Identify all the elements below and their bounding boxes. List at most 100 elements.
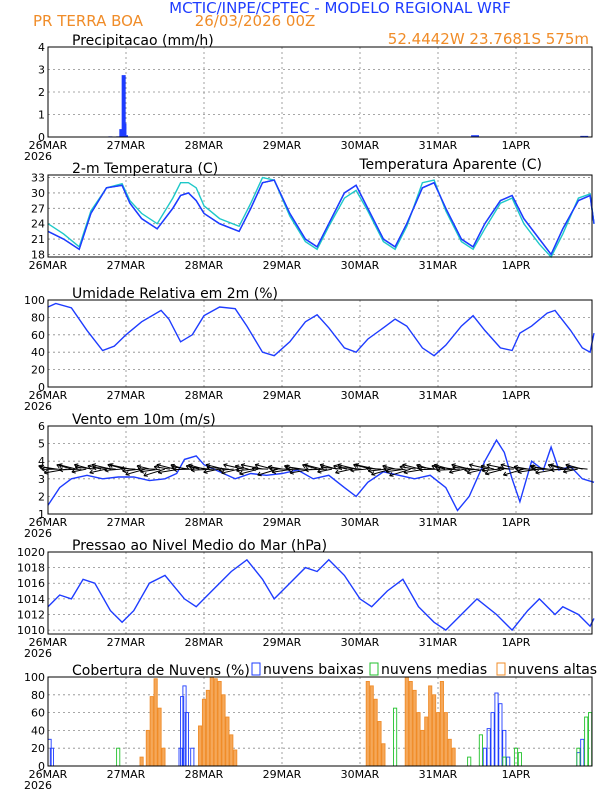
- panel-frame-wind: [47, 425, 593, 515]
- wind-arrow-head: [87, 464, 92, 467]
- wind-arrow-head: [317, 468, 321, 473]
- x-tick-label: 31MAR: [419, 516, 458, 529]
- precip-bar: [475, 135, 479, 137]
- wind-arrow: [75, 466, 97, 470]
- panel-title-wind: Vento em 10m (m/s): [72, 412, 216, 428]
- wind-arrow: [350, 468, 367, 471]
- wind-arrow-head: [365, 466, 370, 469]
- wind-arrow: [218, 468, 234, 471]
- cloud-bar-nuvens-altas: [420, 729, 425, 767]
- wind-arrow-head: [486, 464, 490, 468]
- wind-arrow-head: [218, 469, 223, 473]
- wind-arrow: [566, 466, 588, 470]
- wind-arrow-head: [383, 468, 388, 472]
- wind-arrow-head: [190, 469, 195, 473]
- wind-arrow-head: [333, 465, 337, 470]
- x-tick-label: 26MAR: [29, 768, 68, 781]
- wind-arrow-head: [185, 465, 190, 470]
- wind-arrow-head: [143, 475, 148, 477]
- wind-arrow: [366, 467, 382, 470]
- wind-arrow: [285, 466, 303, 470]
- series-line-pressao: [47, 558, 595, 632]
- wind-arrow-head: [136, 464, 142, 467]
- wind-arrow: [239, 468, 259, 475]
- x-tick-label: 27MAR: [107, 139, 146, 152]
- legend-label-nuvens-medias: nuvens medias: [381, 662, 487, 678]
- x-tick-label: 30MAR: [341, 768, 380, 781]
- x-tick-label: 27MAR: [107, 516, 146, 529]
- wind-arrow-head: [367, 468, 372, 472]
- series-line-temperatura-top: [47, 179, 595, 256]
- cloud-bar-nuvens-altas: [373, 698, 378, 767]
- precip-bar: [124, 135, 128, 137]
- wind-arrow-head: [203, 471, 208, 474]
- y-tick-label: 1018: [17, 562, 45, 575]
- cloud-bar-nuvens-medias: [502, 756, 507, 767]
- panel-frame-cloud: [47, 676, 593, 767]
- wind-arrow-head: [171, 464, 176, 468]
- wind-arrow-head: [41, 468, 46, 472]
- wind-arrow-head: [43, 469, 48, 474]
- wind-arrow-head: [485, 473, 490, 476]
- cloud-bar-nuvens-altas: [157, 707, 162, 767]
- wind-arrow-head: [59, 469, 64, 473]
- wind-arrow-head: [389, 472, 393, 476]
- wind-arrow: [120, 467, 136, 470]
- x-tick-label: 29MAR: [263, 389, 302, 402]
- cloud-bar-nuvens-altas: [139, 756, 144, 767]
- y-tick-label: 100: [24, 294, 45, 307]
- wind-arrow-head: [529, 465, 534, 470]
- x-tick-label: 30MAR: [341, 259, 380, 272]
- wind-arrow-head: [239, 470, 243, 475]
- x-tick-label: 31MAR: [419, 389, 458, 402]
- wind-arrow-head: [120, 466, 125, 469]
- y-tick-label: 20: [31, 742, 45, 755]
- wind-arrow-head: [156, 464, 160, 469]
- cloud-bar-nuvens-altas: [404, 676, 409, 767]
- wind-arrow-head: [235, 464, 240, 467]
- wind-arrow-head: [335, 469, 339, 474]
- wind-arrow: [531, 466, 549, 470]
- cloud-bar-nuvens-medias: [584, 716, 589, 767]
- y-tick-label: 21: [31, 233, 45, 246]
- legend-swatch-nuvens-baixas: [251, 662, 261, 676]
- wind-arrow-head: [87, 465, 91, 470]
- x-tick-label: 29MAR: [263, 636, 302, 649]
- wind-arrow-head: [338, 466, 343, 471]
- wind-arrow: [104, 468, 121, 471]
- x-tick-label: 29MAR: [263, 259, 302, 272]
- wind-arrow-head: [402, 464, 406, 469]
- wind-arrow-head: [436, 469, 441, 473]
- y-tick-label: 4: [38, 41, 45, 54]
- cloud-bar-nuvens-altas: [217, 681, 222, 767]
- wind-arrow-head: [251, 468, 256, 472]
- y-tick-label: 0: [38, 381, 45, 394]
- x-tick-label: 28MAR: [185, 516, 224, 529]
- cloud-bar-nuvens-altas: [369, 685, 374, 767]
- wind-arrow: [71, 468, 87, 473]
- wind-arrow-head: [74, 463, 79, 466]
- x-tick-label: 1APR: [502, 768, 531, 781]
- station-name: PR TERRA BOA: [33, 12, 144, 30]
- wind-arrow-head: [234, 465, 239, 470]
- wind-arrow-head: [466, 469, 471, 474]
- wind-arrow: [320, 466, 342, 470]
- cloud-bar-nuvens-altas: [198, 725, 203, 767]
- year-label: 2026: [24, 527, 52, 540]
- wind-arrow-head: [468, 464, 473, 468]
- x-tick-label: 30MAR: [341, 389, 380, 402]
- wind-arrow-head: [532, 466, 537, 470]
- wind-arrow: [563, 468, 578, 473]
- wind-arrow: [206, 466, 229, 470]
- cloud-bar-nuvens-baixas: [482, 747, 487, 767]
- x-tick-label: 31MAR: [419, 139, 458, 152]
- wind-arrow-head: [271, 469, 276, 473]
- legend-label-nuvens-altas: nuvens altas: [508, 662, 597, 678]
- wind-arrow-head: [58, 463, 63, 466]
- wind-arrow-head: [515, 468, 520, 472]
- wind-arrow-head: [333, 464, 338, 467]
- wind-arrow-head: [417, 464, 422, 468]
- wind-arrow-head: [389, 475, 394, 477]
- wind-arrow: [335, 468, 352, 474]
